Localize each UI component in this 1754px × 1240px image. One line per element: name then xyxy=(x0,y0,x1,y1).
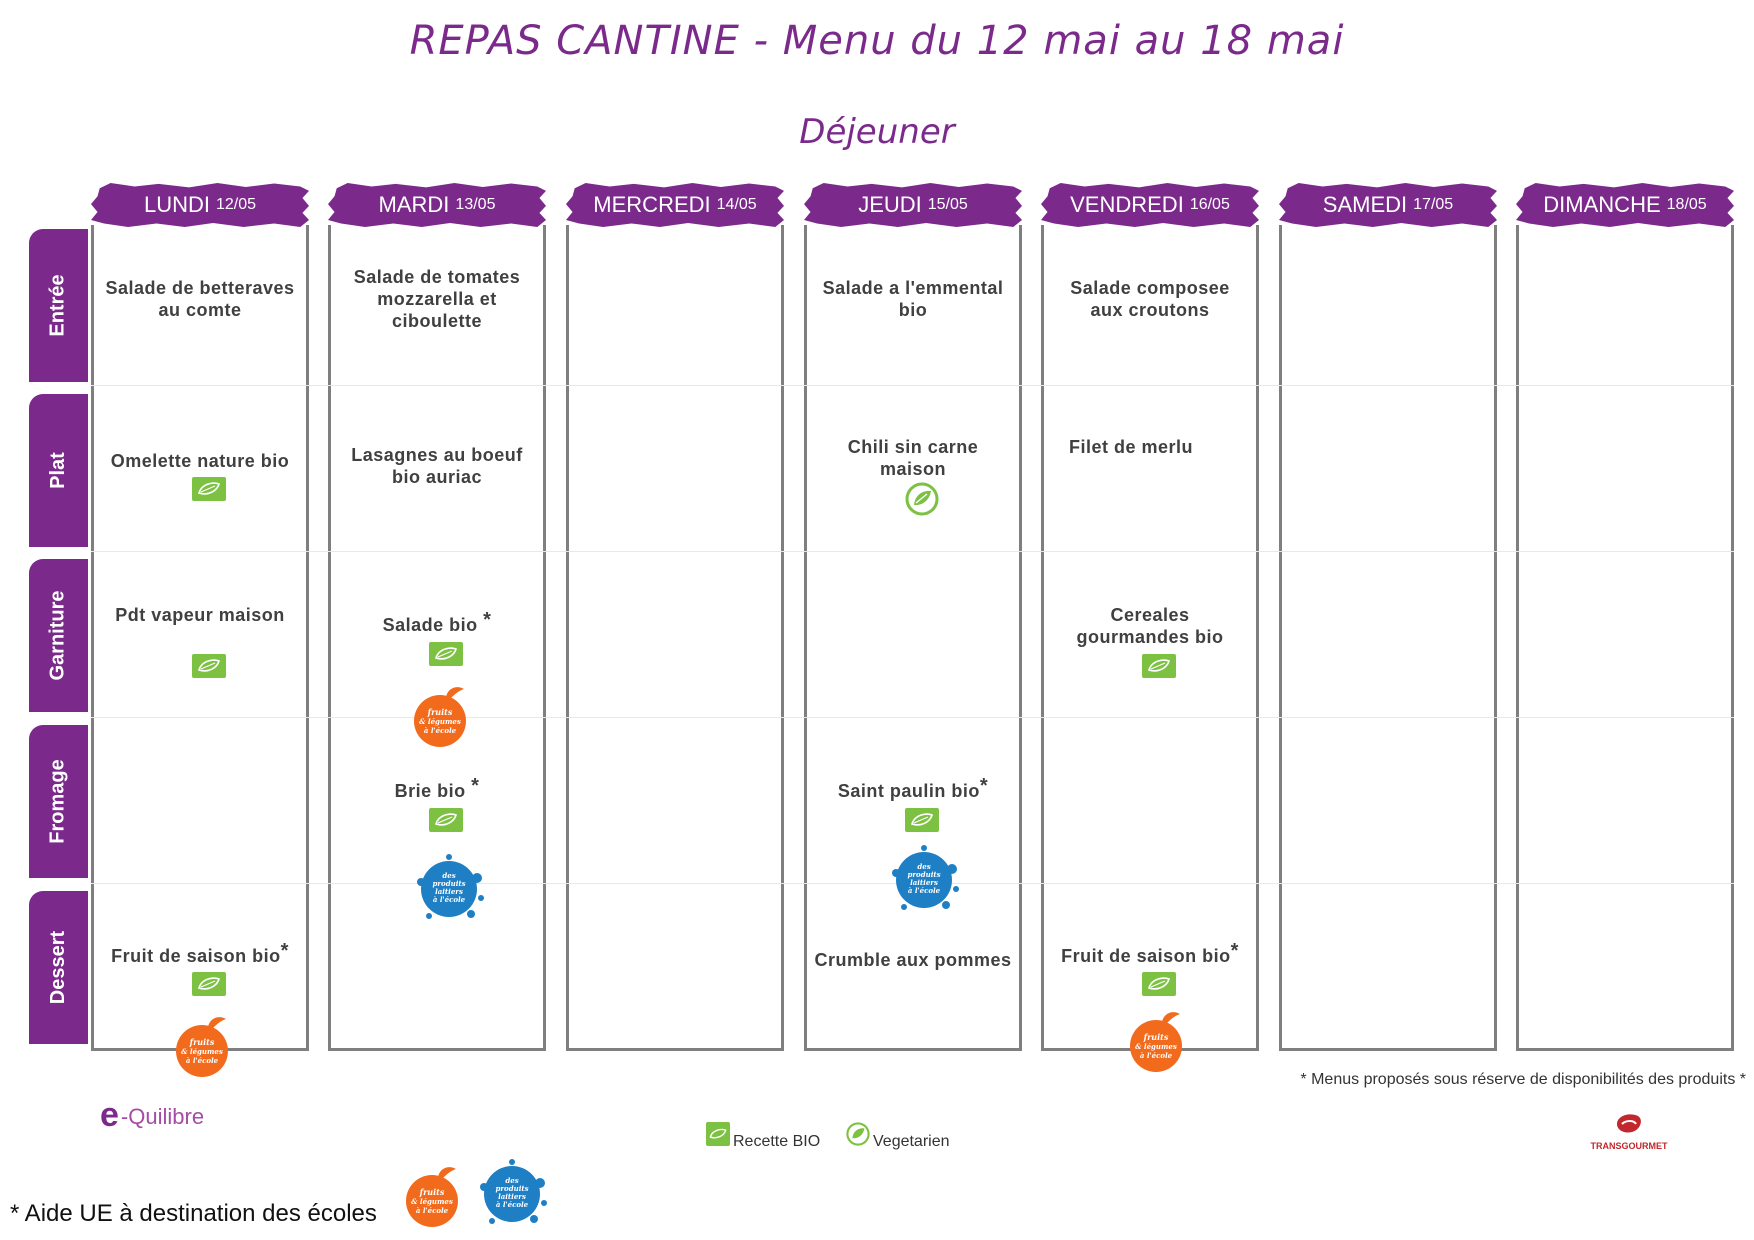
svg-text:fruits: fruits xyxy=(427,707,453,717)
dish-lundi-plat: Omelette nature bio xyxy=(110,451,290,471)
dish-lundi-dessert: Fruit de saison bio* xyxy=(111,940,289,966)
day-header-vendredi: VENDREDI 16/05 xyxy=(1041,183,1259,227)
bio-leaf-icon xyxy=(1142,972,1176,996)
day-column-mardi xyxy=(328,225,546,1051)
day-header-dimanche: DIMANCHE 18/05 xyxy=(1516,183,1734,227)
bio-leaf-icon xyxy=(192,972,226,996)
svg-text:& légumes: & légumes xyxy=(181,1047,223,1056)
row-label-plat: Plat xyxy=(29,394,88,547)
meal-subtitle: Déjeuner xyxy=(799,112,955,152)
dish-mardi-fromage: Brie bio * xyxy=(394,775,480,801)
row-label-garniture: Garniture xyxy=(29,559,88,712)
availability-footnote: * Menus proposés sous réserve de disponi… xyxy=(1300,1071,1746,1088)
legend-bio-icon xyxy=(706,1122,730,1146)
day-header-lundi: LUNDI 12/05 xyxy=(91,183,309,227)
dish-mardi-garniture: Salade bio * xyxy=(382,609,492,635)
dish-vendredi-dessert: Fruit de saison bio* xyxy=(1061,940,1239,966)
svg-text:produits: produits xyxy=(495,1184,528,1193)
legend-vegetarian-label: Vegetarien xyxy=(873,1133,950,1150)
svg-text:laitiers: laitiers xyxy=(910,878,938,887)
svg-text:fruits: fruits xyxy=(189,1037,215,1047)
row-separator xyxy=(91,717,1734,718)
day-column-mercredi xyxy=(566,225,784,1051)
row-separator xyxy=(91,551,1734,552)
svg-text:des: des xyxy=(442,871,455,880)
dish-vendredi-entree: Salade composee aux croutons xyxy=(1070,278,1230,320)
legend-vegetarian-icon xyxy=(846,1122,870,1146)
svg-text:fruits: fruits xyxy=(1143,1032,1169,1042)
svg-text:à l'école: à l'école xyxy=(186,1056,219,1065)
svg-text:& légumes: & légumes xyxy=(1135,1042,1177,1051)
svg-text:fruits: fruits xyxy=(419,1187,445,1197)
dish-jeudi-entree: Salade a l'emmental bio xyxy=(822,278,1004,320)
bio-leaf-icon xyxy=(1142,654,1176,678)
svg-text:à l'école: à l'école xyxy=(424,726,457,735)
bio-leaf-icon xyxy=(429,642,463,666)
row-separator xyxy=(91,385,1734,386)
day-header-jeudi: JEUDI 15/05 xyxy=(804,183,1022,227)
day-column-jeudi xyxy=(804,225,1022,1051)
dish-mardi-entree: Salade de tomates mozzarella et ciboulet… xyxy=(353,267,521,331)
svg-text:& légumes: & légumes xyxy=(419,717,461,726)
row-label-entree: Entrée xyxy=(29,229,88,382)
svg-text:à l'école: à l'école xyxy=(1140,1051,1173,1060)
dish-vendredi-plat: Filet de merlu xyxy=(1068,437,1194,457)
svg-text:laitiers: laitiers xyxy=(435,887,463,896)
row-label-fromage: Fromage xyxy=(29,725,88,878)
svg-text:& légumes: & légumes xyxy=(411,1197,453,1206)
vegetarian-icon xyxy=(905,482,939,516)
bio-leaf-icon xyxy=(192,654,226,678)
dish-vendredi-garniture: Cereales gourmandes bio xyxy=(1076,605,1224,647)
e-quilibre-logo: e -Quilibre xyxy=(100,1096,205,1134)
svg-text:des: des xyxy=(505,1176,518,1185)
dish-mardi-plat: Lasagnes au boeuf bio auriac xyxy=(351,445,523,487)
aide-ue-note: * Aide UE à destination des écoles xyxy=(10,1200,377,1227)
svg-text:produits: produits xyxy=(907,870,940,879)
bio-leaf-icon xyxy=(429,808,463,832)
transgourmet-mark-icon xyxy=(1617,1114,1641,1133)
dish-jeudi-plat: Chili sin carne maison xyxy=(847,437,979,479)
menu-title: REPAS CANTINE - Menu du 12 mai au 18 mai xyxy=(409,18,1345,64)
day-column-dimanche xyxy=(1516,225,1734,1051)
svg-text:à l'école: à l'école xyxy=(496,1200,529,1209)
row-label-dessert: Dessert xyxy=(29,891,88,1044)
svg-text:produits: produits xyxy=(432,879,465,888)
day-header-samedi: SAMEDI 17/05 xyxy=(1279,183,1497,227)
day-column-samedi xyxy=(1279,225,1497,1051)
svg-text:des: des xyxy=(917,862,930,871)
dish-jeudi-fromage: Saint paulin bio* xyxy=(837,775,989,801)
bio-leaf-icon xyxy=(905,808,939,832)
bio-leaf-icon xyxy=(192,477,226,501)
legend-bio-label: Recette BIO xyxy=(733,1133,821,1150)
dish-jeudi-dessert: Crumble aux pommes xyxy=(814,950,1012,970)
svg-text:à l'école: à l'école xyxy=(908,886,941,895)
dish-lundi-garniture: Pdt vapeur maison xyxy=(115,605,285,625)
dish-lundi-entree: Salade de betteraves au comte xyxy=(105,278,295,320)
svg-text:à l'école: à l'école xyxy=(433,895,466,904)
transgourmet-logo: TRANSGOURMET xyxy=(1588,1112,1670,1151)
day-column-lundi xyxy=(91,225,309,1051)
day-column-vendredi xyxy=(1041,225,1259,1051)
day-header-mercredi: MERCREDI 14/05 xyxy=(566,183,784,227)
svg-text:laitiers: laitiers xyxy=(498,1192,526,1201)
svg-text:à l'école: à l'école xyxy=(416,1206,449,1215)
day-header-mardi: MARDI 13/05 xyxy=(328,183,546,227)
